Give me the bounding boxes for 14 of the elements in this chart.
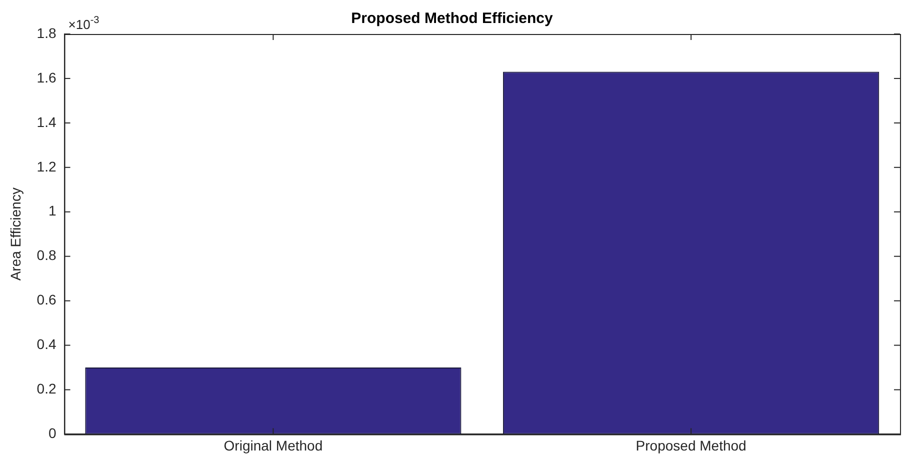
x-tick-label: Original Method	[224, 437, 323, 454]
y-tick-label: 0.8	[36, 247, 56, 264]
y-tick-label: 1.4	[36, 114, 56, 130]
y-tick-label: 1.6	[36, 69, 56, 86]
y-tick-label: 1.8	[36, 24, 56, 41]
y-tick-label: 0	[48, 425, 56, 442]
y-tick-label: 0.4	[36, 336, 56, 352]
x-tick-label: Proposed Method	[636, 437, 746, 454]
chart-title: Proposed Method Efficiency	[351, 10, 554, 28]
y-tick-label: 0.6	[36, 292, 56, 308]
y-tick-label: 1	[48, 202, 56, 219]
y-tick-label: 0.2	[36, 380, 56, 397]
y-tick-label: 1.2	[36, 158, 56, 174]
y-axis-title: Area Efficiency	[7, 188, 24, 281]
